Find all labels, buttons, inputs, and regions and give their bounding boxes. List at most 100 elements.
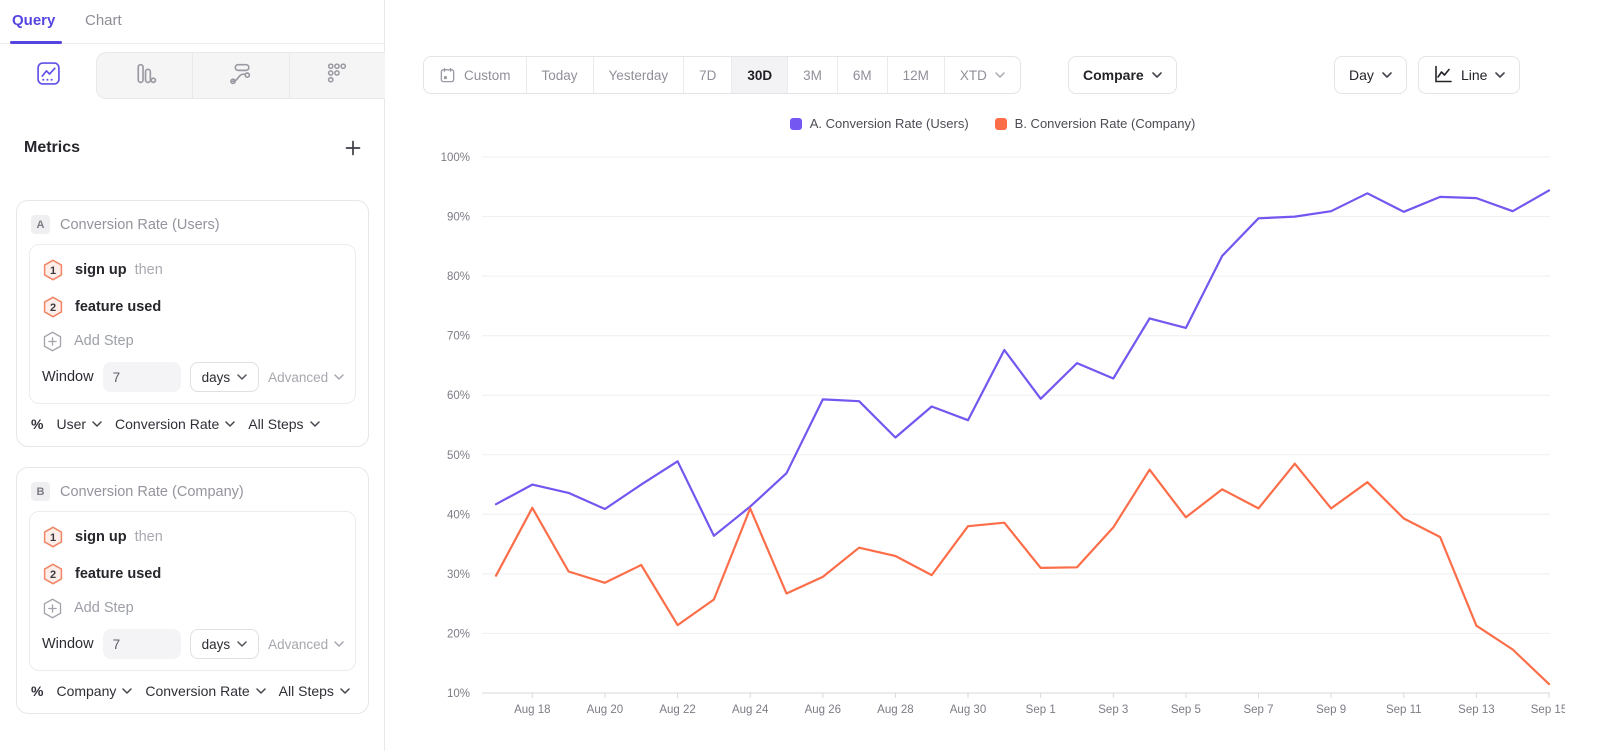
add-metric-button[interactable]: [345, 140, 361, 156]
steps-scope-dropdown[interactable]: All Steps: [248, 416, 320, 432]
chevron-down-icon: [92, 421, 102, 427]
chevron-down-icon: [1151, 72, 1162, 78]
metric-type-dropdown[interactable]: Conversion Rate: [145, 683, 266, 699]
x-axis-label: Aug 26: [805, 704, 841, 716]
tab-chart[interactable]: Chart: [85, 12, 122, 29]
svg-text:1: 1: [50, 532, 56, 544]
chart-type-bar[interactable]: [97, 53, 192, 98]
metric-card-b: B Conversion Rate (Company) 1 sign up th…: [16, 467, 369, 714]
range-3m[interactable]: 3M: [787, 57, 837, 93]
calendar-icon: [440, 67, 455, 82]
legend-item-b[interactable]: B. Conversion Rate (Company): [994, 116, 1195, 131]
funnel-step-1[interactable]: 1 sign up then: [42, 522, 343, 552]
x-axis-label: Sep 5: [1171, 704, 1201, 716]
chevron-down-icon: [1382, 72, 1392, 78]
legend-swatch: [994, 117, 1007, 130]
svg-text:1: 1: [50, 265, 56, 277]
compare-button[interactable]: Compare: [1068, 56, 1177, 94]
tab-query[interactable]: Query: [12, 12, 56, 29]
add-step-button[interactable]: Add Step: [42, 596, 343, 620]
conversion-line-chart: 100% 90% 80% 70% 60% 50% 40% 30% 20% 10% Aug 18 Aug…: [441, 152, 1565, 716]
y-axis-label: 30%: [447, 569, 470, 581]
y-axis-label: 90%: [447, 212, 470, 224]
advanced-toggle[interactable]: Advanced: [268, 370, 344, 385]
window-unit-dropdown[interactable]: days: [189, 362, 260, 392]
chart-type-flows[interactable]: [192, 53, 288, 98]
add-step-hexagon-icon: [43, 330, 62, 352]
chart-style-dropdown[interactable]: Line: [1418, 56, 1521, 94]
svg-text:2: 2: [50, 302, 56, 314]
step-number-hexagon: 2: [43, 296, 63, 318]
query-sidebar: Query Chart: [0, 0, 385, 751]
add-step-label: Add Step: [74, 600, 134, 616]
chart-type-insights[interactable]: [0, 52, 96, 99]
step-number-hexagon: 1: [43, 526, 63, 548]
funnel-step-2[interactable]: 2 feature used: [42, 292, 343, 322]
x-axis-label: Sep 15: [1531, 704, 1565, 716]
window-unit-dropdown[interactable]: days: [189, 629, 260, 659]
chevron-down-icon: [1495, 72, 1506, 78]
chart-type-funnel[interactable]: [288, 53, 385, 98]
metric-letter-badge: A: [31, 215, 50, 234]
series-line-a: [494, 189, 1551, 537]
metric-title[interactable]: Conversion Rate (Company): [60, 483, 244, 500]
entity-dropdown[interactable]: User: [56, 416, 102, 432]
step-event-name: sign up: [75, 529, 127, 545]
funnel-steps-panel: 1 sign up then 2 feature used Add Step: [29, 244, 356, 404]
y-axis-label: 50%: [447, 450, 470, 462]
metric-type-dropdown[interactable]: Conversion Rate: [115, 416, 236, 432]
funnel-steps-panel: 1 sign up then 2 feature used Add Step: [29, 511, 356, 671]
chevron-down-icon: [995, 72, 1005, 78]
advanced-toggle[interactable]: Advanced: [268, 637, 344, 652]
x-axis-label: Aug 24: [732, 704, 769, 716]
y-axis-label: 10%: [447, 688, 470, 700]
svg-text:2: 2: [50, 569, 56, 581]
chevron-down-icon: [237, 374, 247, 380]
y-axis-label: 40%: [447, 509, 470, 521]
metric-title[interactable]: Conversion Rate (Users): [60, 216, 220, 233]
metrics-section-title: Metrics: [24, 139, 81, 156]
bar-chart-icon: [132, 61, 157, 91]
chevron-down-icon: [340, 688, 350, 694]
funnel-step-2[interactable]: 2 feature used: [42, 559, 343, 589]
range-yesterday[interactable]: Yesterday: [592, 57, 684, 93]
y-axis-label: 100%: [441, 152, 470, 164]
x-axis-label: Sep 3: [1098, 704, 1128, 716]
step-event-name: feature used: [75, 566, 162, 582]
range-30d[interactable]: 30D: [731, 57, 788, 93]
window-value-input[interactable]: [102, 362, 181, 392]
add-step-button[interactable]: Add Step: [42, 329, 343, 353]
metric-card-a: A Conversion Rate (Users) 1 sign up then…: [16, 200, 369, 447]
x-axis-label: Aug 30: [950, 704, 986, 716]
step-event-name: sign up: [75, 262, 127, 278]
window-value-input[interactable]: [102, 629, 181, 659]
steps-scope-dropdown[interactable]: All Steps: [279, 683, 350, 699]
range-12m[interactable]: 12M: [886, 57, 944, 93]
chart-type-strip: [0, 52, 385, 99]
range-today[interactable]: Today: [525, 57, 593, 93]
range-6m[interactable]: 6M: [836, 57, 887, 93]
funnel-step-1[interactable]: 1 sign up then: [42, 255, 343, 285]
range-xtd[interactable]: XTD: [943, 57, 1020, 93]
x-axis-label: Aug 18: [514, 704, 550, 716]
chart-type-inactive-group: [96, 52, 385, 99]
metric-letter-badge: B: [31, 482, 50, 501]
entity-dropdown[interactable]: Company: [56, 683, 133, 699]
percent-icon: %: [31, 416, 44, 432]
x-axis-label: Aug 22: [659, 704, 695, 716]
y-axis-label: 80%: [447, 271, 470, 283]
step-event-name: feature used: [75, 299, 162, 315]
step-connector: then: [134, 262, 163, 278]
sidebar-tab-bar: Query Chart: [0, 0, 384, 44]
active-tab-underline: [10, 41, 62, 44]
series-line-b: [494, 462, 1551, 686]
flows-icon: [228, 61, 253, 91]
range-custom[interactable]: Custom: [424, 57, 526, 93]
granularity-dropdown[interactable]: Day: [1334, 56, 1407, 94]
legend-item-a[interactable]: A. Conversion Rate (Users): [789, 116, 969, 131]
range-7d[interactable]: 7D: [683, 57, 731, 93]
funnel-dots-icon: [325, 61, 350, 91]
step-number-hexagon: 1: [43, 259, 63, 281]
x-axis-label: Sep 13: [1458, 704, 1494, 716]
x-axis-label: Sep 11: [1386, 704, 1422, 716]
